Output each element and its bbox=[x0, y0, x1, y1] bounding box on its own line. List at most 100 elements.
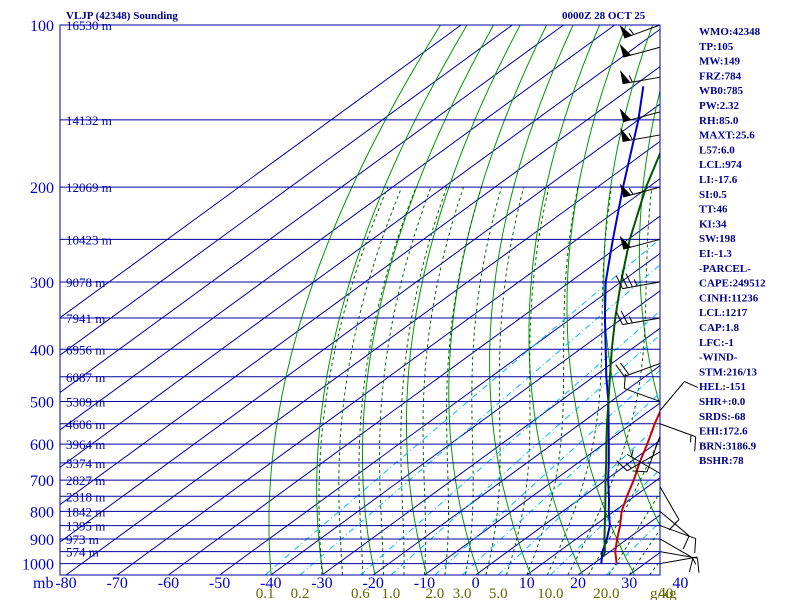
temp-tick-label: -70 bbox=[107, 575, 128, 592]
wind-barb bbox=[619, 235, 661, 250]
temp-tick-label: 30 bbox=[621, 575, 637, 592]
pressure-tick-label: 300 bbox=[30, 275, 54, 292]
index-entry: WB0:785 bbox=[699, 85, 744, 97]
index-entry: HEL:-151 bbox=[699, 381, 746, 393]
height-label: 9078 m bbox=[66, 275, 105, 290]
isotherm-line bbox=[116, 178, 660, 575]
height-label: 2318 m bbox=[66, 489, 105, 504]
wind-barb bbox=[659, 423, 697, 452]
wind-barb bbox=[619, 43, 661, 58]
wind-barb bbox=[620, 127, 661, 143]
index-entry: BRN:3186.9 bbox=[699, 440, 757, 452]
mixing-ratio-label: 40 bbox=[658, 586, 673, 600]
index-entry: CINH:11236 bbox=[699, 292, 759, 304]
index-entry: LI:-17.6 bbox=[699, 174, 738, 186]
temp-tick-label: 10 bbox=[519, 575, 535, 592]
temp-tick-label: -50 bbox=[209, 575, 230, 592]
index-entry: SI:0.5 bbox=[699, 189, 727, 201]
index-entry: KI:34 bbox=[699, 218, 727, 230]
chart-title-right: 0000Z 28 OCT 25 bbox=[562, 10, 646, 22]
index-entry: LFC:-1 bbox=[699, 337, 734, 349]
index-entry: -WIND- bbox=[699, 352, 738, 364]
index-entry: LCL:1217 bbox=[699, 307, 748, 319]
temp-tick-label: 0 bbox=[472, 575, 480, 592]
wind-barb bbox=[619, 24, 661, 39]
wind-barb bbox=[620, 70, 661, 85]
wind-barb bbox=[632, 436, 661, 473]
index-entry: BSHR:78 bbox=[699, 455, 744, 467]
moist-adiabat bbox=[526, 187, 579, 575]
mixing-ratio-label: 2.0 bbox=[425, 586, 444, 600]
isotherm-line bbox=[321, 327, 660, 575]
index-entry: -PARCEL- bbox=[699, 263, 751, 275]
height-label: 2827 m bbox=[66, 473, 105, 488]
height-label: 1842 m bbox=[66, 504, 105, 519]
wind-barb bbox=[659, 381, 698, 411]
dewpoint-trace bbox=[600, 86, 645, 564]
moist-adiabat bbox=[422, 186, 464, 575]
index-entry: CAPE:249512 bbox=[699, 278, 766, 290]
mixing-ratio-line bbox=[264, 238, 660, 575]
mixing-ratio-label: 0.2 bbox=[291, 586, 310, 600]
index-entry: TT:46 bbox=[699, 204, 728, 216]
height-label: 6087 m bbox=[66, 370, 105, 385]
index-entry: EHI:172.6 bbox=[699, 426, 748, 438]
height-label: 7941 m bbox=[66, 311, 105, 326]
index-entry: TP:105 bbox=[699, 41, 734, 53]
pressure-tick-label: 600 bbox=[30, 437, 54, 454]
pressure-tick-label: 100 bbox=[30, 18, 54, 35]
index-entry: FRZ:784 bbox=[699, 70, 742, 82]
wind-barb bbox=[626, 449, 661, 474]
moist-adiabat bbox=[400, 186, 448, 575]
temp-tick-label: -20 bbox=[363, 575, 384, 592]
mixing-ratio-line bbox=[299, 264, 660, 575]
moist-adiabat bbox=[444, 186, 483, 575]
wind-barb bbox=[616, 451, 661, 472]
wind-barb bbox=[659, 511, 690, 550]
height-label: 5309 m bbox=[66, 394, 105, 409]
isotherm-line bbox=[168, 215, 660, 575]
mixing-ratio-label: 0.6 bbox=[351, 586, 370, 600]
wind-barb bbox=[619, 183, 661, 198]
moist-adiabat bbox=[379, 186, 432, 575]
mixing-ratio-line bbox=[360, 310, 660, 575]
mixing-ratio-line bbox=[550, 468, 660, 575]
dry-adiabat bbox=[406, 25, 521, 575]
height-label: 10423 m bbox=[66, 232, 112, 247]
isotherm-line bbox=[424, 402, 660, 575]
index-entry: L57:6.0 bbox=[699, 144, 735, 156]
moist-adiabat bbox=[505, 186, 550, 575]
temp-tick-label: -10 bbox=[414, 575, 435, 592]
height-label: 14132 m bbox=[66, 113, 112, 128]
index-panel: WMO:42348 TP:105 MW:149 FRZ:784 WB0:785 PW:2.… bbox=[699, 26, 766, 467]
moist-adiabat bbox=[318, 186, 389, 575]
wind-barbs bbox=[615, 24, 700, 573]
isotherm-line bbox=[60, 25, 564, 394]
index-entry: LCL:974 bbox=[699, 159, 742, 171]
height-label: 3374 m bbox=[66, 456, 105, 471]
pressure-tick-label: 500 bbox=[30, 394, 54, 411]
moist-adiabat bbox=[358, 186, 417, 575]
index-entry: RH:85.0 bbox=[699, 115, 739, 127]
height-label: 1395 m bbox=[66, 519, 105, 534]
mixing-ratio-label: 10.0 bbox=[537, 586, 563, 600]
isotherm-line bbox=[65, 140, 660, 575]
parcel-trace bbox=[602, 151, 660, 557]
temp-tick-label: 20 bbox=[570, 575, 586, 592]
chart-title-left: VLJP (42348) Sounding bbox=[66, 10, 178, 22]
isotherm-line bbox=[526, 477, 660, 575]
mixing-ratio-label: 3.0 bbox=[453, 586, 472, 600]
moist-adiabat bbox=[338, 186, 403, 575]
wind-barb bbox=[619, 108, 661, 123]
isotherm-line bbox=[372, 365, 660, 575]
mixing-ratio-line bbox=[461, 392, 660, 575]
dry-adiabat bbox=[489, 25, 574, 575]
height-label: 4606 m bbox=[66, 417, 105, 432]
dry-adiabat bbox=[362, 25, 495, 575]
isotherm-line bbox=[60, 25, 615, 431]
dry-adiabat bbox=[316, 25, 468, 575]
plot-frame bbox=[59, 24, 661, 576]
wind-barb bbox=[615, 273, 661, 290]
